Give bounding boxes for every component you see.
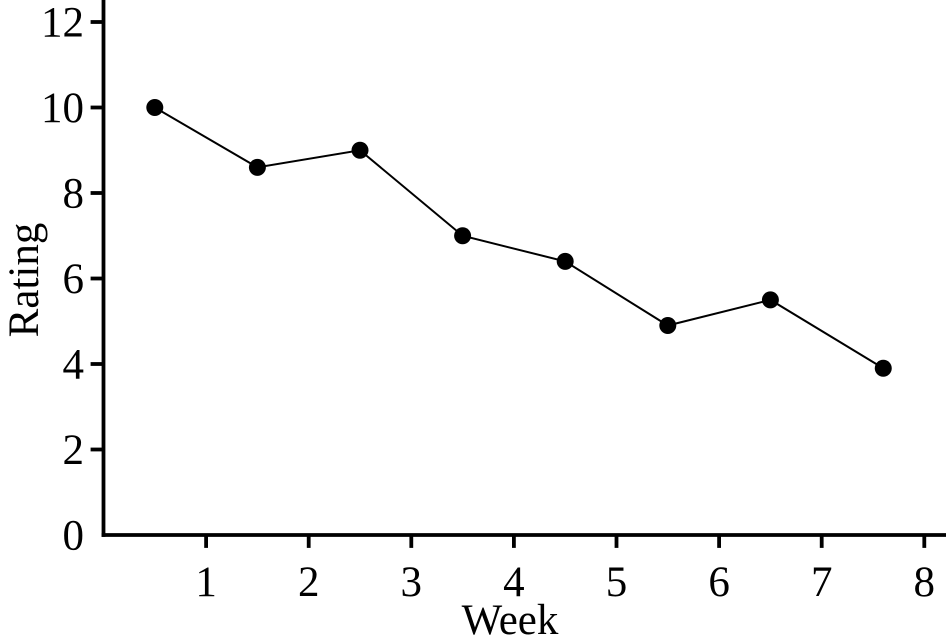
x-tick-label: 1 <box>195 559 217 606</box>
y-tick-label: 10 <box>41 85 84 132</box>
data-point <box>761 291 779 309</box>
x-tick-label: 2 <box>298 559 320 606</box>
data-point <box>556 252 574 270</box>
x-tick-label: 4 <box>503 559 525 606</box>
y-tick-label: 4 <box>63 342 85 389</box>
y-axis-title: Rating <box>1 223 48 338</box>
y-tick-label: 6 <box>63 256 85 303</box>
x-tick-label: 3 <box>401 559 423 606</box>
x-tick-label: 5 <box>606 559 628 606</box>
data-point <box>351 141 369 159</box>
data-point <box>146 99 164 116</box>
y-tick-label: 2 <box>63 427 85 474</box>
y-tick-label: 0 <box>63 513 85 560</box>
y-tick-label: 8 <box>63 171 85 218</box>
x-axis-title: Week <box>462 597 559 636</box>
x-tick-label: 6 <box>708 559 730 606</box>
y-tick-label: 12 <box>41 0 84 47</box>
data-point <box>659 317 677 335</box>
data-point <box>874 359 892 377</box>
x-tick-label: 8 <box>914 559 936 606</box>
data-point <box>248 158 266 176</box>
data-point <box>454 227 472 245</box>
x-tick-label: 7 <box>811 559 833 606</box>
data-line <box>154 106 884 370</box>
